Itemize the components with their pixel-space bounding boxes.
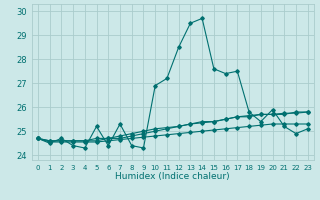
- X-axis label: Humidex (Indice chaleur): Humidex (Indice chaleur): [116, 172, 230, 181]
